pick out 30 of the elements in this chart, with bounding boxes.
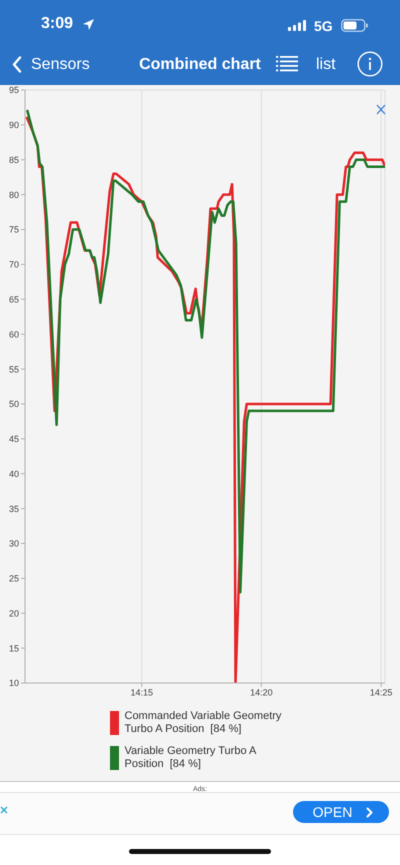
y-tick-label: 20 [8, 608, 19, 618]
y-tick-label: 65 [8, 294, 19, 304]
y-tick-label: 15 [8, 643, 19, 654]
chart-title: Combined chart [139, 56, 261, 73]
x-tick-label: 14:25 [370, 687, 392, 698]
y-tick-label: 60 [8, 329, 19, 340]
legend-label: Variable Geometry Turbo A Position [84 %] [124, 745, 258, 770]
y-tick-label: 70 [8, 260, 19, 270]
y-tick-label: 10 [8, 678, 19, 688]
y-tick-label: 75 [8, 224, 19, 235]
y-tick-label: 90 [8, 120, 19, 130]
text: list [316, 56, 336, 73]
y-tick-label: 40 [8, 468, 19, 479]
open-button: OPEN [293, 801, 389, 823]
legend-label: Commanded Variable Geometry Turbo A Position [84 %] [124, 710, 282, 735]
text: Sensors [31, 56, 90, 73]
text: 3:09 [41, 15, 74, 32]
y-tick-label: 85 [8, 154, 19, 165]
y-tick-label: 35 [8, 504, 19, 514]
y-tick-label: 45 [8, 434, 19, 444]
y-tick-label: 55 [8, 364, 19, 374]
y-tick-label: 95 [8, 85, 19, 96]
x-tick-label: 14:20 [250, 687, 273, 698]
y-tick-label: 30 [8, 538, 19, 549]
y-tick-label: 80 [8, 190, 19, 200]
text: 5G [314, 18, 333, 34]
line-series [26, 110, 385, 594]
x-tick-label: 14:15 [130, 687, 154, 698]
y-tick-label: 50 [8, 399, 19, 410]
y-tick-label: 25 [8, 574, 19, 584]
